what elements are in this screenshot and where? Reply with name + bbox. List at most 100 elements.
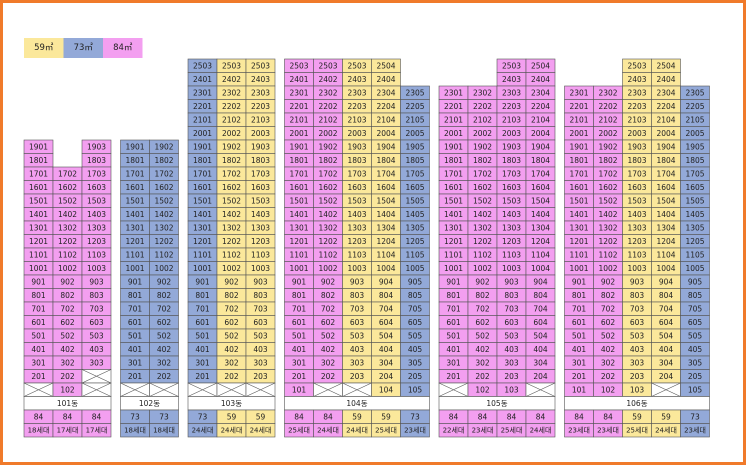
unit-number: 1304 bbox=[376, 223, 395, 232]
unit-number: 1802 bbox=[154, 156, 173, 165]
unit-number: 2105 bbox=[685, 115, 704, 124]
unit-number: 1405 bbox=[405, 210, 424, 219]
unit-number: 702 bbox=[475, 304, 490, 313]
unit-number: 1401 bbox=[444, 210, 463, 219]
unit-number: 1905 bbox=[405, 142, 424, 151]
legend-label: 84㎡ bbox=[113, 43, 133, 53]
unit-number: 401 bbox=[128, 345, 143, 354]
unit-number: 1103 bbox=[347, 250, 366, 259]
unit-number: 2403 bbox=[251, 75, 270, 84]
unit-number: 204 bbox=[659, 372, 674, 381]
unit-type: 84 bbox=[449, 412, 459, 421]
unit-number: 302 bbox=[60, 358, 75, 367]
unit-number: 1204 bbox=[376, 237, 395, 246]
unit-number: 1202 bbox=[318, 237, 337, 246]
unit-number: 805 bbox=[408, 291, 423, 300]
unit-number: 202 bbox=[224, 372, 239, 381]
unit-number: 202 bbox=[321, 372, 336, 381]
unit-number: 501 bbox=[195, 331, 210, 340]
unit-number: 501 bbox=[446, 331, 461, 340]
unit-number: 1702 bbox=[598, 169, 617, 178]
unit-number: 1704 bbox=[531, 169, 550, 178]
unit-number: 201 bbox=[128, 372, 143, 381]
unit-number: 1703 bbox=[627, 169, 646, 178]
unit-number: 403 bbox=[253, 345, 268, 354]
hatch bbox=[149, 382, 179, 397]
unit-number: 603 bbox=[504, 318, 519, 327]
unit-number: 1901 bbox=[569, 142, 588, 151]
unit-number: 2304 bbox=[376, 88, 395, 97]
unit-number: 1605 bbox=[405, 183, 424, 192]
unit-number: 1901 bbox=[193, 142, 212, 151]
unit-number: 2101 bbox=[289, 115, 308, 124]
unit-number: 2304 bbox=[656, 88, 675, 97]
unit-number: 2203 bbox=[251, 102, 270, 111]
unit-number: 402 bbox=[224, 345, 239, 354]
unit-number: 1602 bbox=[598, 183, 617, 192]
unit-number: 1901 bbox=[29, 142, 48, 151]
unit-number: 203 bbox=[253, 372, 268, 381]
unit-number: 1902 bbox=[154, 142, 173, 151]
unit-number: 1203 bbox=[502, 237, 521, 246]
unit-number: 1902 bbox=[222, 142, 241, 151]
hatch bbox=[342, 382, 372, 397]
unit-type: 84 bbox=[536, 412, 546, 421]
unit-number: 2004 bbox=[376, 129, 395, 138]
unit-number: 2103 bbox=[251, 115, 270, 124]
unit-number: 2302 bbox=[473, 88, 492, 97]
unit-number: 1004 bbox=[376, 264, 395, 273]
unit-number: 1801 bbox=[444, 156, 463, 165]
unit-number: 2003 bbox=[251, 129, 270, 138]
unit-number: 1605 bbox=[685, 183, 704, 192]
unit-number: 2302 bbox=[222, 88, 241, 97]
unit-number: 1601 bbox=[125, 183, 144, 192]
unit-number: 401 bbox=[292, 345, 307, 354]
unit-number: 2203 bbox=[502, 102, 521, 111]
unit-number: 1001 bbox=[193, 264, 212, 273]
unit-number: 401 bbox=[195, 345, 210, 354]
unit-number: 1202 bbox=[154, 237, 173, 246]
unit-number: 1505 bbox=[685, 196, 704, 205]
unit-number: 904 bbox=[533, 277, 548, 286]
unit-number: 1001 bbox=[29, 264, 48, 273]
unit-number: 1303 bbox=[251, 223, 270, 232]
unit-number: 1501 bbox=[193, 196, 212, 205]
unit-type: 59 bbox=[632, 412, 642, 421]
unit-type: 73 bbox=[130, 412, 140, 421]
unit-number: 302 bbox=[475, 358, 490, 367]
unit-number: 802 bbox=[475, 291, 490, 300]
unit-number: 1504 bbox=[376, 196, 395, 205]
unit-number: 1302 bbox=[473, 223, 492, 232]
unit-number: 204 bbox=[379, 372, 394, 381]
unit-number: 402 bbox=[475, 345, 490, 354]
unit-number: 1802 bbox=[318, 156, 337, 165]
unit-number: 1602 bbox=[58, 183, 77, 192]
unit-number: 1403 bbox=[627, 210, 646, 219]
unit-number: 2503 bbox=[193, 61, 212, 70]
unit-number: 204 bbox=[533, 372, 548, 381]
households: 25세대 bbox=[501, 425, 523, 434]
unit-type: 59 bbox=[352, 412, 362, 421]
unit-number: 503 bbox=[504, 331, 519, 340]
unit-number: 502 bbox=[157, 331, 172, 340]
unit-number: 301 bbox=[128, 358, 143, 367]
unit-number: 202 bbox=[475, 372, 490, 381]
unit-number: 701 bbox=[128, 304, 143, 313]
unit-number: 102 bbox=[475, 385, 490, 394]
unit-number: 1402 bbox=[318, 210, 337, 219]
legend-label: 73㎡ bbox=[74, 43, 94, 53]
unit-number: 1102 bbox=[598, 250, 617, 259]
unit-number: 1603 bbox=[251, 183, 270, 192]
unit-number: 503 bbox=[350, 331, 365, 340]
unit-number: 1101 bbox=[193, 250, 212, 259]
unit-number: 602 bbox=[60, 318, 75, 327]
unit-number: 2301 bbox=[444, 88, 463, 97]
unit-number: 1501 bbox=[444, 196, 463, 205]
unit-number: 2504 bbox=[656, 61, 675, 70]
unit-number: 1202 bbox=[473, 237, 492, 246]
unit-number: 903 bbox=[630, 277, 645, 286]
unit-number: 2202 bbox=[222, 102, 241, 111]
unit-number: 1303 bbox=[347, 223, 366, 232]
unit-number: 2102 bbox=[473, 115, 492, 124]
unit-number: 404 bbox=[379, 345, 394, 354]
